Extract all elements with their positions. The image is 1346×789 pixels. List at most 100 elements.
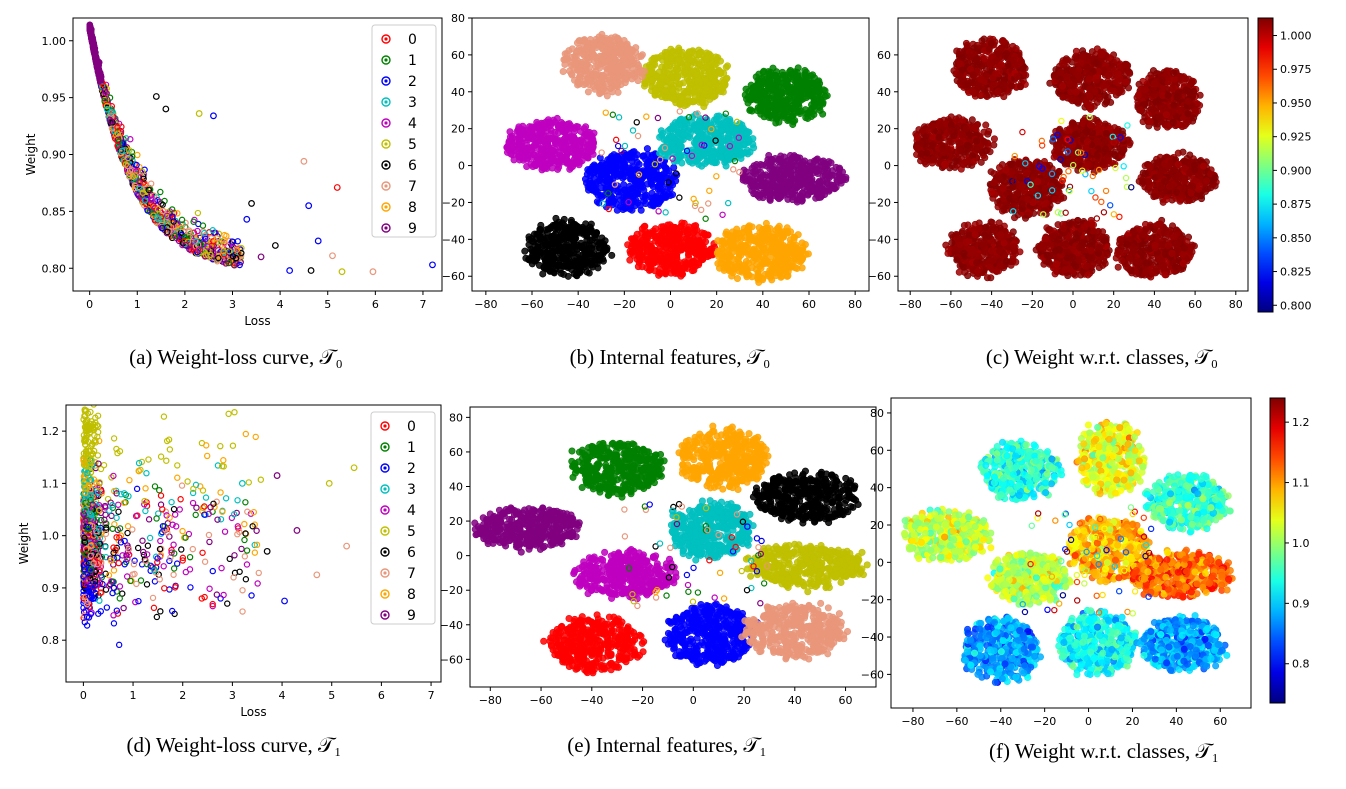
- data-point: [238, 249, 245, 257]
- legend-label: 4: [408, 116, 417, 132]
- data-point: [767, 73, 775, 81]
- data-point: [126, 147, 133, 154]
- data-point: [589, 186, 597, 194]
- data-point: [612, 200, 620, 208]
- data-point: [573, 159, 581, 167]
- data-point: [808, 101, 816, 109]
- data-point: [588, 132, 596, 140]
- data-point: [575, 137, 583, 145]
- data-point: [257, 253, 265, 261]
- cluster: [521, 214, 616, 280]
- data-point: [536, 225, 544, 233]
- data-point: [220, 248, 227, 255]
- points-a: [86, 21, 436, 276]
- data-point: [549, 232, 557, 240]
- data-point: [193, 238, 200, 245]
- data-point: [680, 87, 688, 95]
- data-point: [141, 197, 149, 204]
- legend-marker: [381, 55, 391, 65]
- data-point: [630, 56, 638, 64]
- data-point: [570, 270, 578, 278]
- data-point: [114, 124, 121, 131]
- data-point: [596, 90, 604, 98]
- data-point: [96, 73, 104, 80]
- data-point: [616, 160, 624, 168]
- data-point: [613, 206, 621, 214]
- caption-f: (f) Weight w.r.t. classes, 𝒯₁: [989, 739, 1219, 763]
- data-point: [554, 246, 562, 254]
- data-point: [136, 185, 143, 192]
- data-point: [661, 87, 669, 95]
- data-point: [633, 151, 641, 159]
- data-point: [693, 70, 701, 78]
- data-point: [569, 257, 577, 265]
- data-point: [195, 110, 203, 117]
- data-point: [619, 206, 627, 214]
- data-point: [610, 151, 618, 159]
- data-point: [748, 263, 756, 271]
- data-point: [711, 61, 719, 69]
- data-point: [546, 267, 554, 275]
- data-point: [529, 135, 537, 143]
- data-point: [622, 188, 630, 196]
- x-tick-label: 0: [86, 298, 93, 311]
- data-point: [686, 233, 694, 241]
- data-point: [506, 133, 514, 141]
- data-point: [703, 84, 711, 92]
- data-point: [549, 249, 557, 257]
- data-point: [655, 68, 663, 76]
- data-point: [678, 48, 686, 56]
- data-point: [159, 201, 166, 208]
- data-point: [164, 228, 171, 236]
- legend-label: 8: [408, 200, 417, 216]
- data-point: [724, 231, 732, 239]
- data-point: [545, 151, 553, 159]
- data-point: [592, 164, 600, 172]
- data-point: [678, 242, 686, 250]
- data-point: [556, 259, 564, 267]
- data-point: [567, 124, 575, 132]
- data-point: [791, 248, 799, 256]
- data-point: [713, 249, 721, 257]
- data-point: [220, 251, 228, 258]
- data-point: [762, 249, 770, 257]
- data-point: [724, 259, 732, 267]
- data-point: [585, 145, 593, 153]
- data-point: [329, 252, 336, 260]
- legend-marker: [381, 76, 391, 86]
- data-point: [752, 73, 760, 81]
- data-point: [759, 78, 767, 86]
- data-point: [207, 251, 214, 259]
- data-point: [650, 257, 658, 265]
- data-point: [560, 239, 568, 247]
- data-point: [147, 192, 155, 199]
- data-point: [584, 154, 592, 162]
- data-point: [136, 179, 143, 186]
- legend-marker-dot: [384, 58, 388, 62]
- data-point: [743, 226, 751, 234]
- data-point: [114, 142, 121, 149]
- y-tick-label: 0.80: [42, 262, 67, 275]
- data-point: [307, 267, 315, 274]
- legend-marker-dot: [384, 37, 388, 41]
- data-point: [680, 264, 688, 272]
- data-point: [598, 184, 606, 192]
- data-point: [547, 134, 555, 142]
- legend-label: 6: [408, 158, 417, 174]
- data-point: [746, 148, 754, 156]
- data-point: [635, 53, 643, 61]
- data-point: [640, 223, 648, 231]
- caption-d: (d) Weight-loss curve, 𝒯₁: [127, 733, 342, 757]
- data-point: [585, 269, 593, 277]
- legend-marker-dot: [384, 205, 388, 209]
- cluster: [582, 145, 681, 214]
- data-point: [169, 213, 176, 220]
- data-point: [596, 177, 604, 185]
- data-point: [582, 66, 590, 74]
- data-point: [763, 258, 771, 266]
- data-point: [229, 253, 237, 260]
- data-point: [152, 93, 160, 100]
- data-point: [724, 251, 732, 259]
- data-point: [233, 246, 241, 253]
- data-point: [594, 251, 602, 259]
